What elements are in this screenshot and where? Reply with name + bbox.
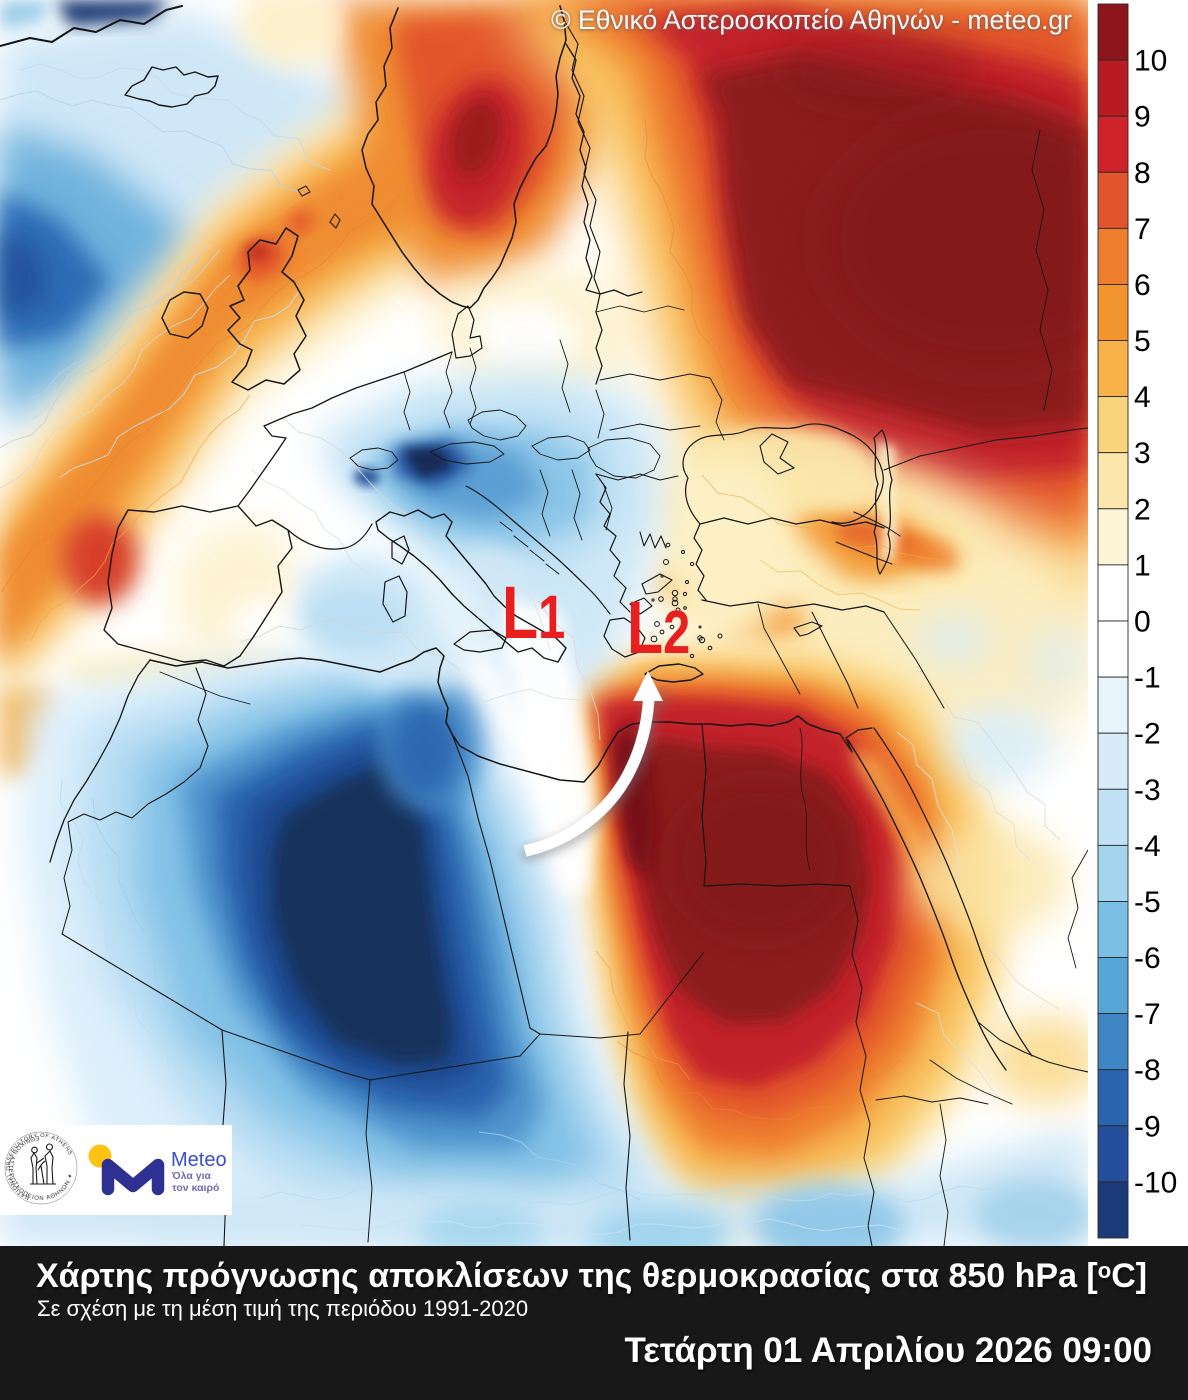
svg-text:9: 9 <box>1134 101 1151 134</box>
svg-text:Όλα για: Όλα για <box>171 1170 211 1182</box>
svg-text:2: 2 <box>1134 493 1151 526</box>
svg-text:-10: -10 <box>1134 1166 1177 1199</box>
svg-text:-9: -9 <box>1134 1110 1161 1143</box>
svg-text:-5: -5 <box>1134 886 1161 919</box>
svg-text:8: 8 <box>1134 157 1151 190</box>
svg-text:5: 5 <box>1134 325 1151 358</box>
svg-text:0: 0 <box>1134 606 1151 639</box>
svg-text:Meteo: Meteo <box>171 1149 227 1171</box>
svg-text:10: 10 <box>1134 45 1167 78</box>
svg-text:-8: -8 <box>1134 1054 1161 1087</box>
svg-text:-4: -4 <box>1134 830 1161 863</box>
svg-text:4: 4 <box>1134 381 1151 414</box>
svg-text:7: 7 <box>1134 213 1151 246</box>
svg-text:6: 6 <box>1134 269 1151 302</box>
svg-text:1: 1 <box>1134 549 1151 582</box>
svg-text:τον καιρό: τον καιρό <box>172 1182 219 1194</box>
svg-text:-6: -6 <box>1134 942 1161 975</box>
svg-text:-3: -3 <box>1134 774 1161 807</box>
svg-text:-7: -7 <box>1134 998 1161 1031</box>
svg-text:3: 3 <box>1134 437 1151 470</box>
svg-text:-1: -1 <box>1134 662 1161 695</box>
svg-text:-2: -2 <box>1134 718 1161 751</box>
